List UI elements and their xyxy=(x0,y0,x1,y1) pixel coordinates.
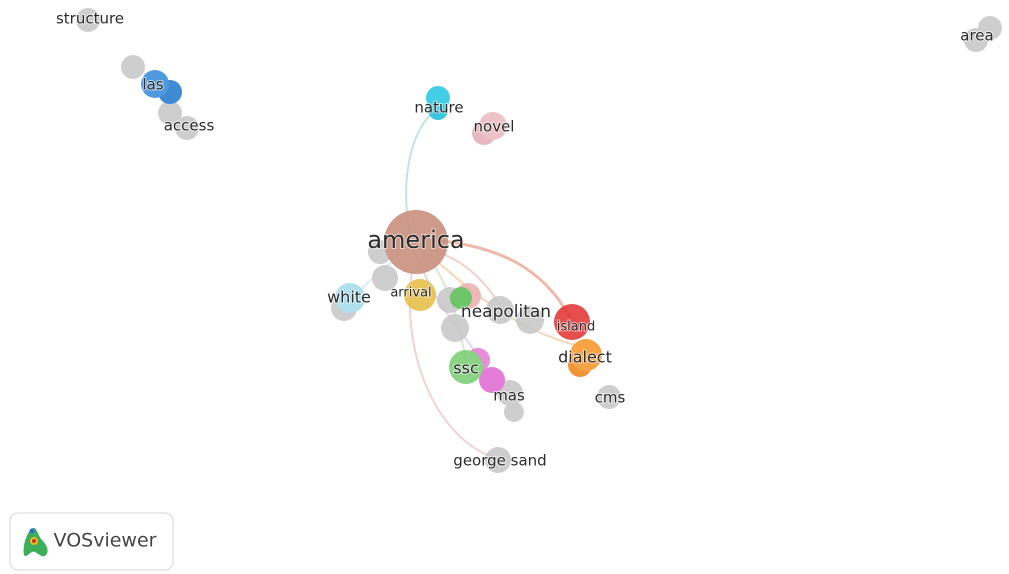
node xyxy=(175,116,199,140)
logo-icon xyxy=(23,527,48,557)
node xyxy=(497,380,523,406)
node xyxy=(450,287,472,309)
node xyxy=(485,447,511,473)
node xyxy=(384,210,448,274)
logo-text: VOSviewer xyxy=(54,530,157,552)
node-label: arrival xyxy=(390,286,431,301)
node-label: white xyxy=(327,288,371,307)
node-label: america xyxy=(367,226,464,254)
node xyxy=(504,402,524,422)
node-label: access xyxy=(164,117,215,135)
node-label: george sand xyxy=(453,452,546,470)
node-label: dialect xyxy=(558,348,612,367)
node xyxy=(597,385,621,409)
node-label: structure xyxy=(56,10,124,28)
node-label: las xyxy=(142,76,163,94)
node xyxy=(335,283,365,313)
node xyxy=(426,86,450,110)
logo[interactable]: VOSviewer xyxy=(9,512,174,571)
node-label: ssc xyxy=(453,359,478,378)
node-label: novel xyxy=(474,118,515,136)
node-label: neapolitan xyxy=(461,302,551,322)
node xyxy=(449,350,483,384)
nodes xyxy=(76,8,1002,473)
node xyxy=(570,339,602,371)
node xyxy=(516,306,544,334)
node xyxy=(404,279,436,311)
edge xyxy=(429,238,572,319)
node-label: island xyxy=(557,320,595,335)
logo-box[interactable] xyxy=(9,512,174,571)
node xyxy=(121,55,145,79)
node-label: cms xyxy=(595,389,626,407)
node xyxy=(372,265,398,291)
node xyxy=(479,112,507,140)
node xyxy=(486,296,514,324)
node xyxy=(554,304,590,340)
node-label: area xyxy=(960,27,993,45)
node xyxy=(479,367,505,393)
node-label: mas xyxy=(493,387,525,405)
node xyxy=(441,314,469,342)
node xyxy=(158,101,182,125)
node xyxy=(141,70,169,98)
node xyxy=(964,28,988,52)
node xyxy=(76,8,100,32)
labels: structure las access nature novel area a… xyxy=(55,9,995,471)
node-label: nature xyxy=(414,99,463,117)
